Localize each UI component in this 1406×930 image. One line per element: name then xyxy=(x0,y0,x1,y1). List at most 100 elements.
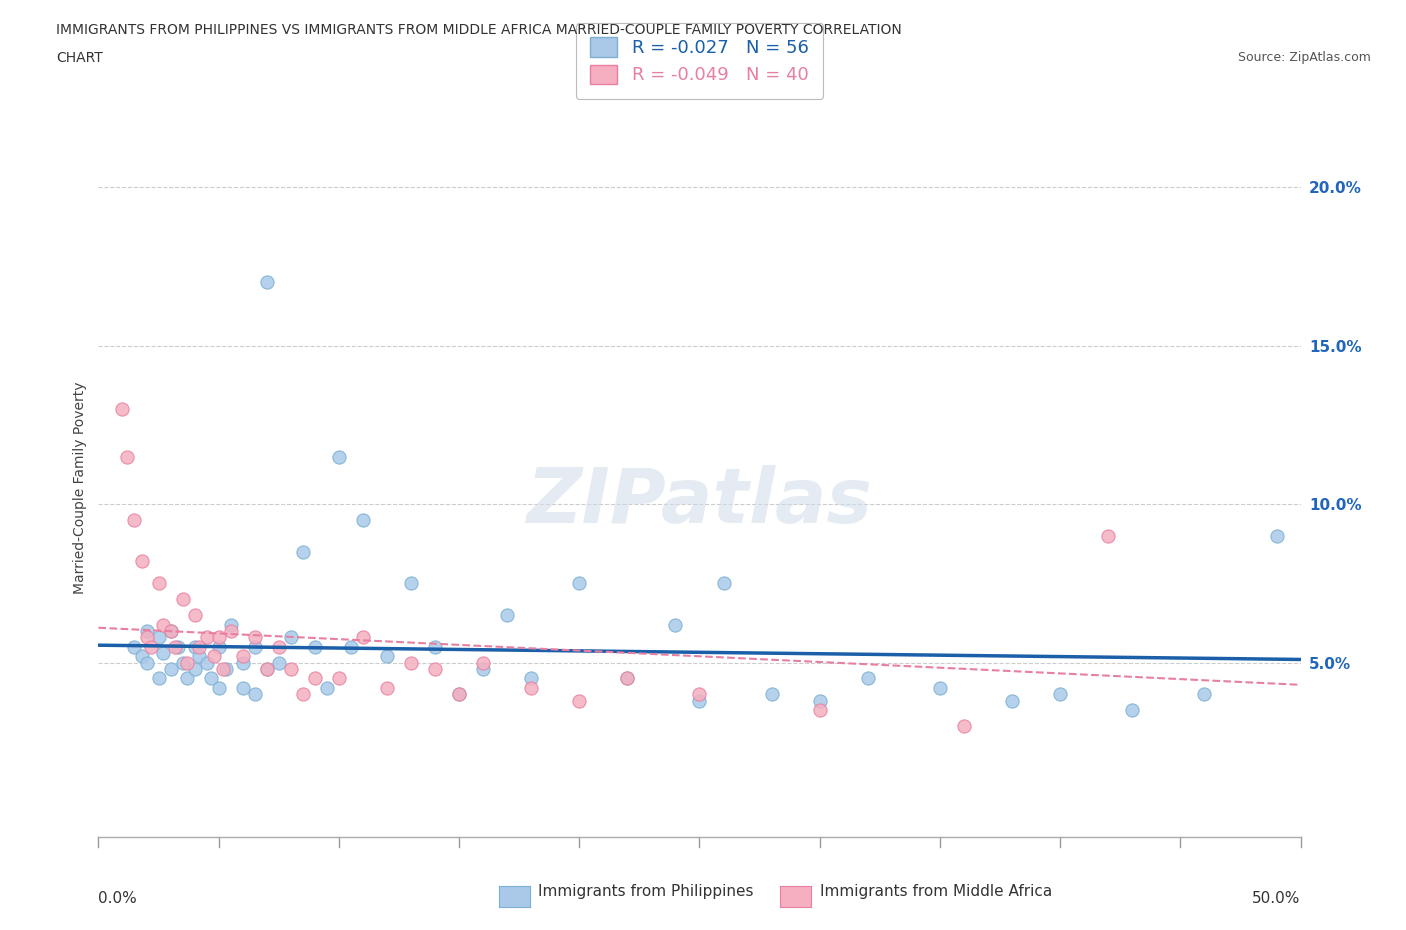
Point xyxy=(141,639,163,654)
Point xyxy=(953,719,976,734)
Point xyxy=(399,576,422,591)
Point xyxy=(280,661,302,676)
Point xyxy=(291,544,314,559)
Point xyxy=(183,639,205,654)
Point xyxy=(159,661,181,676)
Point xyxy=(375,649,398,664)
Point xyxy=(689,693,711,708)
Point xyxy=(195,655,218,670)
Point xyxy=(568,693,591,708)
Point xyxy=(165,639,187,654)
Point xyxy=(159,623,181,638)
Point xyxy=(111,402,134,417)
Point xyxy=(352,512,374,527)
Point xyxy=(131,553,153,568)
Point xyxy=(131,649,153,664)
Point xyxy=(195,630,218,644)
Point xyxy=(135,655,157,670)
Point xyxy=(856,671,879,686)
Point xyxy=(243,639,266,654)
Point xyxy=(447,687,470,702)
Point xyxy=(208,639,231,654)
Point xyxy=(304,639,326,654)
Point xyxy=(1001,693,1024,708)
Point xyxy=(496,607,519,622)
Point xyxy=(172,655,194,670)
Point xyxy=(280,630,302,644)
Point xyxy=(135,630,157,644)
Point xyxy=(148,671,170,686)
Point xyxy=(304,671,326,686)
Text: 0.0%: 0.0% xyxy=(98,891,138,906)
Point xyxy=(520,671,543,686)
Point xyxy=(267,639,290,654)
Point xyxy=(1049,687,1071,702)
Point xyxy=(808,693,831,708)
Point xyxy=(135,623,157,638)
Point xyxy=(200,671,222,686)
Point xyxy=(148,630,170,644)
Point xyxy=(232,649,254,664)
Point xyxy=(1265,528,1288,543)
Text: 50.0%: 50.0% xyxy=(1253,891,1301,906)
Point xyxy=(315,681,337,696)
Point xyxy=(568,576,591,591)
Point xyxy=(117,449,139,464)
Point xyxy=(219,623,242,638)
Point xyxy=(447,687,470,702)
Point xyxy=(188,649,211,664)
Point xyxy=(761,687,783,702)
Point xyxy=(340,639,363,654)
Point xyxy=(176,655,198,670)
Legend: R = -0.027   N = 56, R = -0.049   N = 40: R = -0.027 N = 56, R = -0.049 N = 40 xyxy=(576,23,823,99)
Point xyxy=(159,623,181,638)
Text: Immigrants from Philippines: Immigrants from Philippines xyxy=(538,884,754,899)
Point xyxy=(664,618,686,632)
Point xyxy=(928,681,950,696)
Point xyxy=(172,591,194,606)
Point xyxy=(423,661,446,676)
Text: Immigrants from Middle Africa: Immigrants from Middle Africa xyxy=(820,884,1052,899)
Point xyxy=(689,687,711,702)
Point xyxy=(208,681,231,696)
Point xyxy=(808,703,831,718)
Point xyxy=(183,607,205,622)
Point xyxy=(1121,703,1143,718)
Point xyxy=(472,661,495,676)
Point xyxy=(472,655,495,670)
Point xyxy=(243,630,266,644)
Point xyxy=(219,618,242,632)
Point xyxy=(328,671,350,686)
Point xyxy=(215,661,238,676)
Point xyxy=(328,449,350,464)
Point xyxy=(148,576,170,591)
Point xyxy=(256,274,278,289)
Point xyxy=(616,671,638,686)
Point xyxy=(291,687,314,702)
Point xyxy=(1194,687,1216,702)
Point xyxy=(256,661,278,676)
Y-axis label: Married-Couple Family Poverty: Married-Couple Family Poverty xyxy=(73,382,87,594)
Point xyxy=(166,639,188,654)
Text: CHART: CHART xyxy=(56,51,103,65)
Point xyxy=(423,639,446,654)
Point xyxy=(713,576,735,591)
Point xyxy=(232,655,254,670)
Point xyxy=(124,512,146,527)
Point xyxy=(399,655,422,670)
Text: ZIPatlas: ZIPatlas xyxy=(526,465,873,539)
Text: IMMIGRANTS FROM PHILIPPINES VS IMMIGRANTS FROM MIDDLE AFRICA MARRIED-COUPLE FAMI: IMMIGRANTS FROM PHILIPPINES VS IMMIGRANT… xyxy=(56,23,903,37)
Point xyxy=(188,639,211,654)
Point xyxy=(124,639,146,654)
Point xyxy=(232,681,254,696)
Point xyxy=(267,655,290,670)
Point xyxy=(520,681,543,696)
Point xyxy=(256,661,278,676)
Point xyxy=(152,618,174,632)
Point xyxy=(243,687,266,702)
Point xyxy=(352,630,374,644)
Point xyxy=(202,649,225,664)
Point xyxy=(176,671,198,686)
Point xyxy=(212,661,235,676)
Point xyxy=(375,681,398,696)
